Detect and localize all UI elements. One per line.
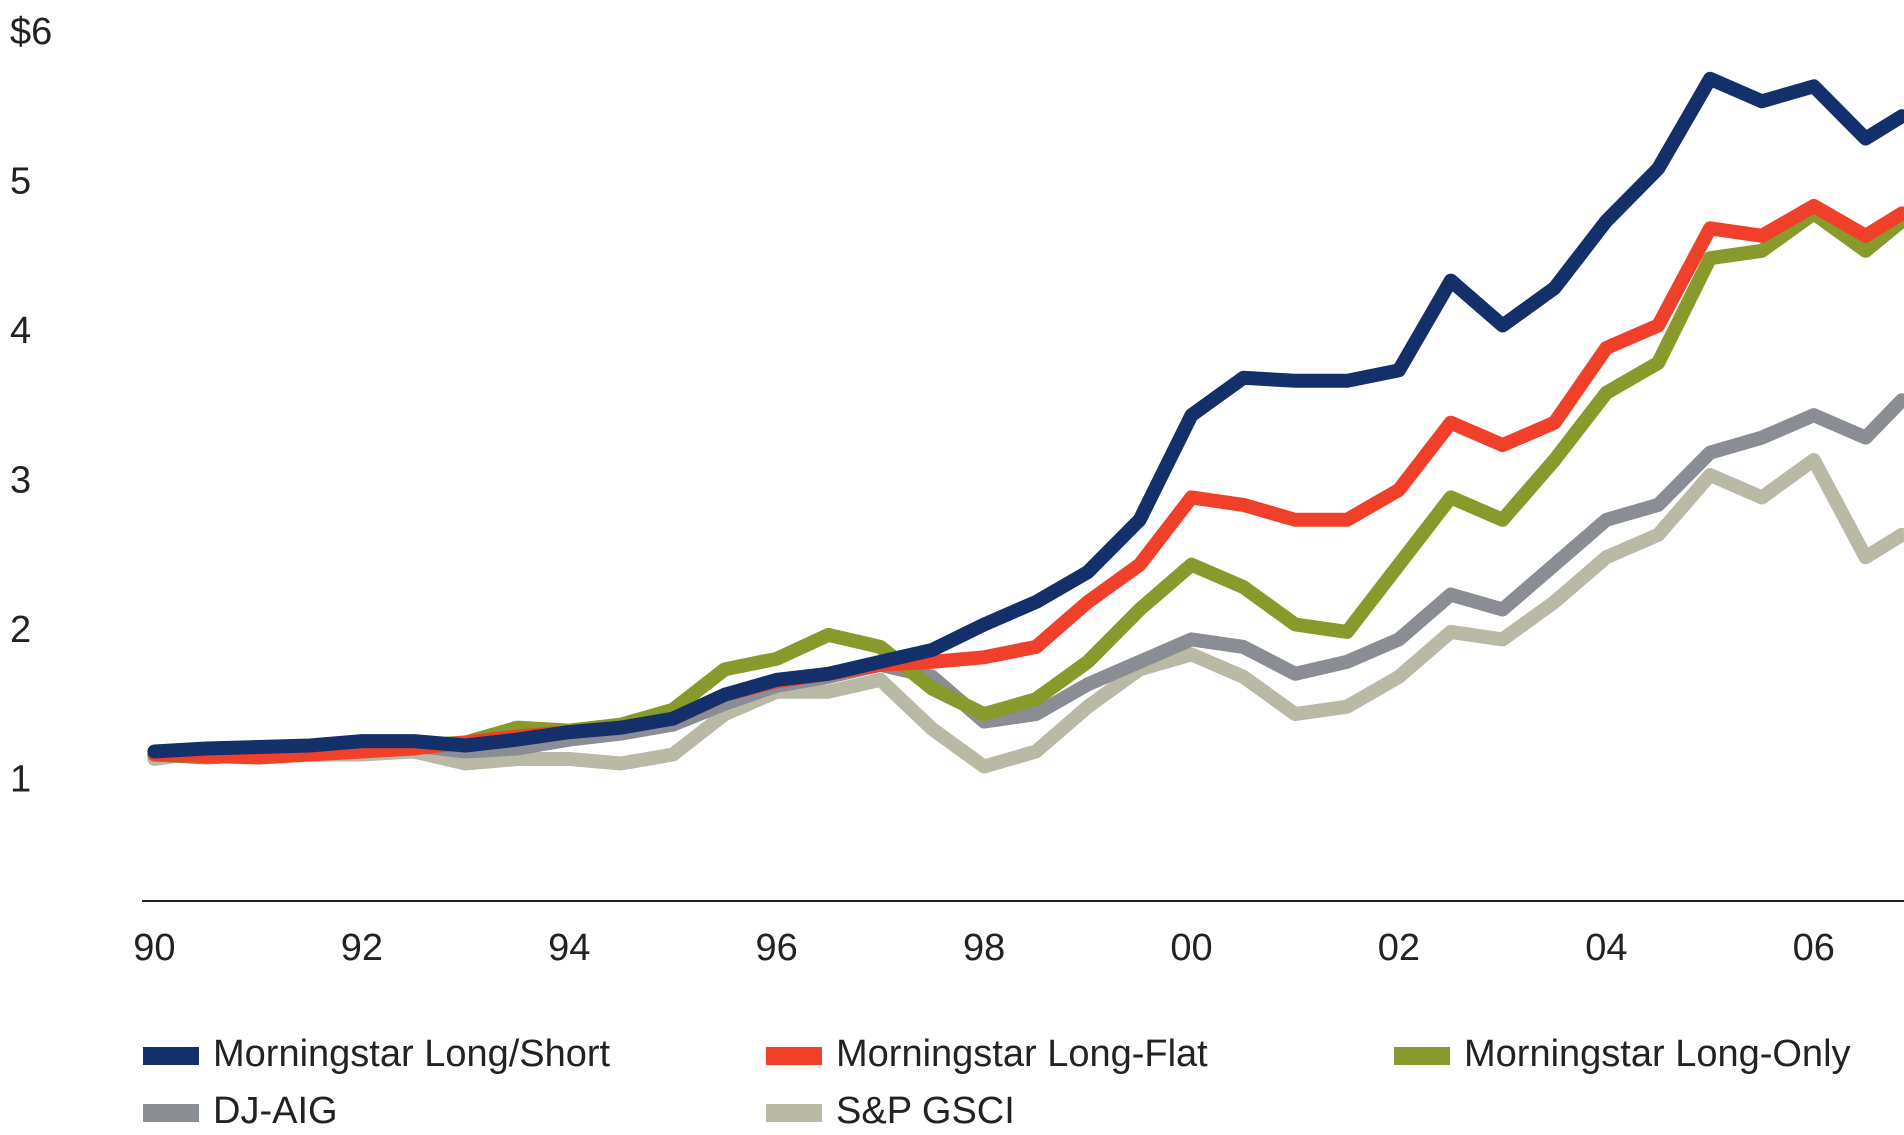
x-tick-label: 98 bbox=[963, 927, 1005, 969]
y-tick-label: 5 bbox=[10, 161, 31, 203]
legend-swatch bbox=[766, 1047, 822, 1065]
x-tick-label: 06 bbox=[1793, 927, 1835, 969]
legend-swatch bbox=[766, 1104, 822, 1122]
legend-label: Morningstar Long/Short bbox=[213, 1033, 611, 1075]
legend-label: Morningstar Long-Only bbox=[1464, 1033, 1851, 1075]
legend-label: Morningstar Long-Flat bbox=[836, 1033, 1208, 1075]
x-tick-label: 96 bbox=[756, 927, 798, 969]
x-tick-label: 02 bbox=[1378, 927, 1420, 969]
series-line bbox=[147, 71, 1904, 759]
x-tick-label: 94 bbox=[548, 927, 590, 969]
y-tick-label: 2 bbox=[10, 609, 31, 651]
legend-label: S&P GSCI bbox=[836, 1090, 1015, 1132]
series-line bbox=[147, 453, 1904, 774]
x-tick-label: 00 bbox=[1170, 927, 1212, 969]
series-line bbox=[147, 206, 1904, 765]
x-tick-label: 92 bbox=[341, 927, 383, 969]
legend-swatch bbox=[143, 1104, 199, 1122]
y-tick-label: $6 bbox=[10, 11, 52, 53]
y-tick-label: 1 bbox=[10, 758, 31, 800]
legend-label: DJ-AIG bbox=[213, 1090, 338, 1132]
x-tick-label: 90 bbox=[133, 927, 175, 969]
x-tick-label: 04 bbox=[1585, 927, 1627, 969]
legend-swatch bbox=[1394, 1047, 1450, 1065]
y-tick-label: 4 bbox=[10, 310, 31, 352]
legend-swatch bbox=[143, 1047, 199, 1065]
y-tick-label: 3 bbox=[10, 459, 31, 501]
series-line bbox=[147, 198, 1904, 765]
